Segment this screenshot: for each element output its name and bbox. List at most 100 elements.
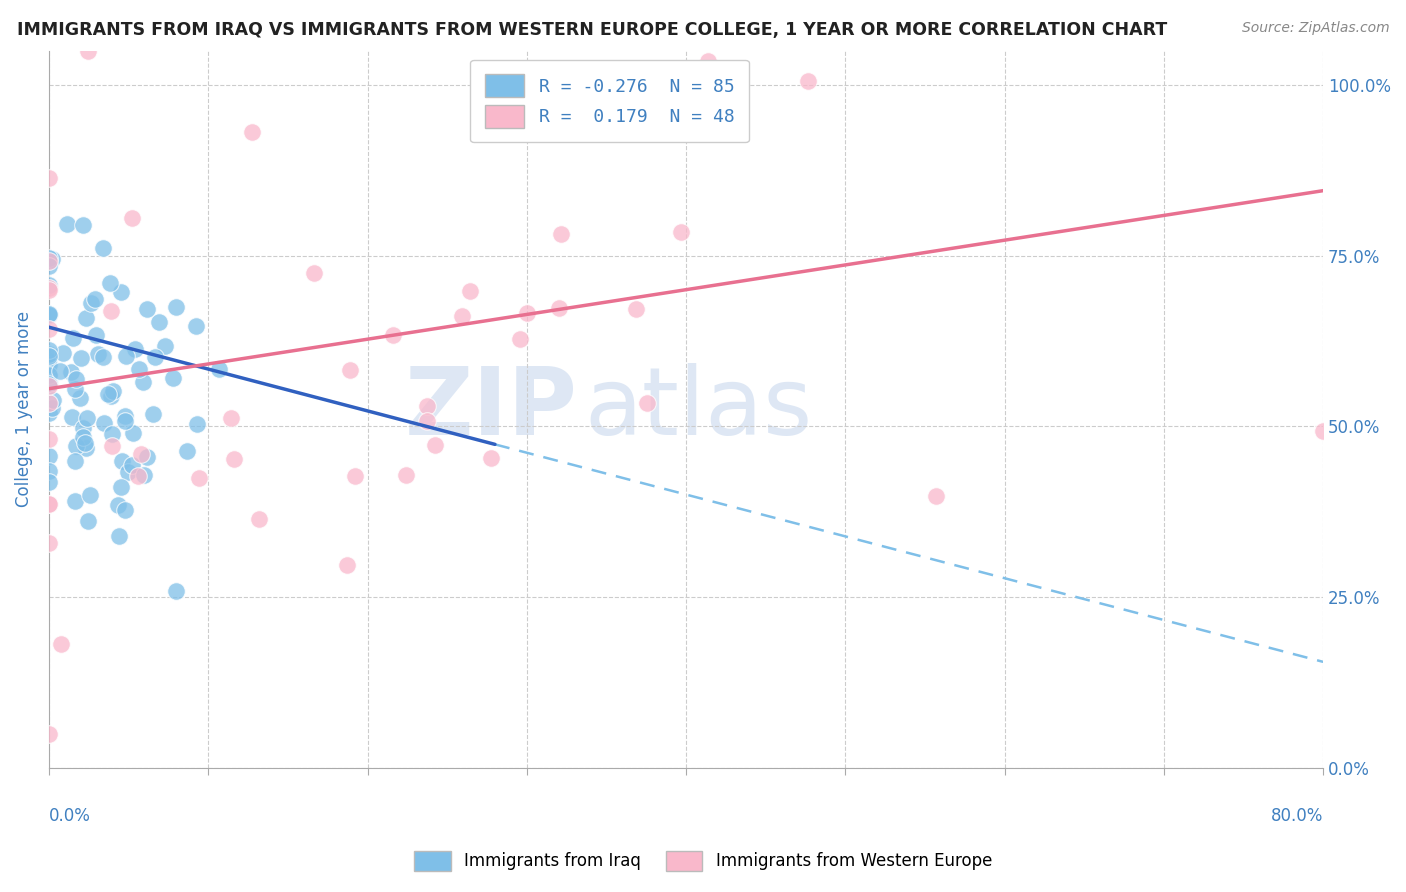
Point bbox=[176, 443, 198, 458]
Point bbox=[148, 315, 170, 329]
Point bbox=[208, 361, 231, 376]
Point bbox=[114, 503, 136, 517]
Point bbox=[69, 351, 91, 365]
Point bbox=[38, 475, 60, 490]
Point bbox=[186, 417, 208, 431]
Point bbox=[114, 409, 136, 423]
Point bbox=[101, 384, 124, 398]
Point bbox=[108, 529, 131, 543]
Point bbox=[509, 332, 531, 346]
Point bbox=[415, 400, 437, 414]
Point bbox=[165, 301, 187, 315]
Point bbox=[76, 411, 98, 425]
Point bbox=[636, 396, 658, 410]
Point bbox=[49, 364, 72, 378]
Point bbox=[65, 439, 87, 453]
Point bbox=[62, 331, 84, 345]
Point bbox=[63, 454, 86, 468]
Point bbox=[38, 376, 60, 391]
Point bbox=[162, 371, 184, 385]
Point bbox=[110, 285, 132, 300]
Point bbox=[121, 425, 143, 440]
Point bbox=[135, 450, 157, 464]
Text: Source: ZipAtlas.com: Source: ZipAtlas.com bbox=[1241, 21, 1389, 35]
Point bbox=[381, 328, 404, 343]
Point bbox=[63, 494, 86, 508]
Point bbox=[132, 376, 155, 390]
Legend: R = -0.276  N = 85, R =  0.179  N = 48: R = -0.276 N = 85, R = 0.179 N = 48 bbox=[470, 60, 749, 142]
Point bbox=[93, 416, 115, 430]
Point bbox=[77, 44, 100, 58]
Point bbox=[101, 426, 124, 441]
Point bbox=[38, 355, 60, 369]
Point bbox=[550, 227, 572, 241]
Point bbox=[131, 447, 153, 461]
Point bbox=[1312, 424, 1334, 438]
Point bbox=[73, 436, 96, 450]
Point bbox=[38, 309, 60, 323]
Point bbox=[38, 307, 60, 321]
Point bbox=[184, 318, 207, 333]
Point bbox=[219, 410, 242, 425]
Point bbox=[38, 349, 60, 363]
Point bbox=[38, 536, 60, 550]
Point bbox=[124, 343, 146, 357]
Point bbox=[38, 407, 60, 421]
Point bbox=[697, 54, 720, 69]
Point bbox=[626, 302, 648, 317]
Point bbox=[38, 497, 60, 511]
Point bbox=[38, 497, 60, 511]
Point bbox=[38, 378, 60, 392]
Point bbox=[165, 584, 187, 599]
Point bbox=[395, 468, 418, 483]
Point bbox=[187, 471, 209, 485]
Point bbox=[336, 558, 359, 572]
Point bbox=[79, 488, 101, 502]
Point bbox=[38, 375, 60, 389]
Text: atlas: atlas bbox=[583, 363, 813, 455]
Text: IMMIGRANTS FROM IRAQ VS IMMIGRANTS FROM WESTERN EUROPE COLLEGE, 1 YEAR OR MORE C: IMMIGRANTS FROM IRAQ VS IMMIGRANTS FROM … bbox=[17, 21, 1167, 38]
Point bbox=[38, 283, 60, 297]
Point bbox=[107, 499, 129, 513]
Point bbox=[925, 489, 948, 503]
Point bbox=[115, 349, 138, 363]
Point bbox=[38, 171, 60, 186]
Point bbox=[121, 211, 143, 226]
Point bbox=[38, 321, 60, 335]
Point bbox=[65, 371, 87, 385]
Point bbox=[516, 305, 538, 319]
Point bbox=[127, 468, 149, 483]
Point bbox=[72, 421, 94, 435]
Point bbox=[240, 125, 263, 139]
Point bbox=[72, 218, 94, 232]
Point bbox=[38, 254, 60, 268]
Point bbox=[136, 302, 159, 317]
Text: 0.0%: 0.0% bbox=[49, 807, 91, 825]
Point bbox=[121, 458, 143, 472]
Point bbox=[114, 414, 136, 428]
Y-axis label: College, 1 year or more: College, 1 year or more bbox=[15, 311, 32, 508]
Point bbox=[344, 469, 367, 483]
Point bbox=[87, 347, 110, 361]
Point bbox=[72, 429, 94, 443]
Point bbox=[38, 278, 60, 293]
Point bbox=[55, 217, 77, 231]
Point bbox=[60, 410, 83, 425]
Point bbox=[450, 309, 472, 323]
Legend: Immigrants from Iraq, Immigrants from Western Europe: Immigrants from Iraq, Immigrants from We… bbox=[405, 842, 1001, 880]
Point bbox=[423, 437, 446, 451]
Text: ZIP: ZIP bbox=[405, 363, 578, 455]
Point bbox=[479, 450, 502, 465]
Point bbox=[669, 225, 692, 239]
Point bbox=[547, 301, 569, 315]
Point bbox=[38, 347, 60, 361]
Point bbox=[797, 74, 820, 88]
Point bbox=[111, 454, 134, 468]
Point bbox=[153, 339, 176, 353]
Point bbox=[38, 358, 60, 372]
Point bbox=[80, 295, 103, 310]
Point bbox=[38, 449, 60, 463]
Point bbox=[91, 241, 114, 255]
Point bbox=[38, 726, 60, 740]
Point bbox=[339, 362, 361, 376]
